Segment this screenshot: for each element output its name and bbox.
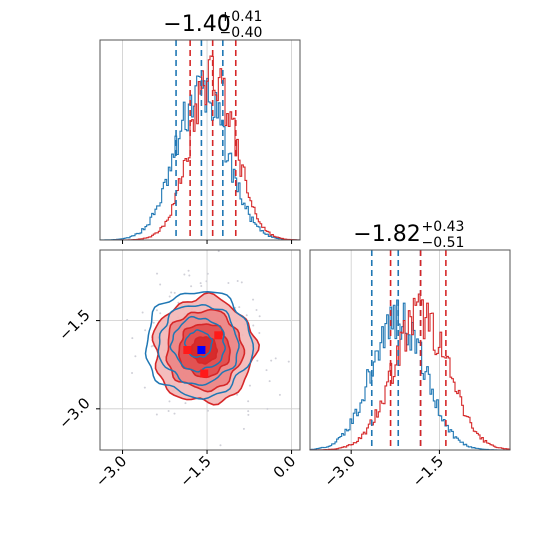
contour-blue <box>144 291 255 400</box>
sample-point <box>247 413 250 416</box>
sample-point <box>131 371 134 374</box>
sample-point <box>256 359 259 362</box>
sample-point <box>274 357 277 360</box>
point-marker <box>183 346 192 354</box>
sample-point <box>240 281 243 284</box>
sample-point <box>159 312 162 315</box>
title-upper-error: +0.41 <box>220 9 263 25</box>
sample-point <box>183 273 186 276</box>
sample-point <box>206 409 209 412</box>
histogram-blue <box>99 75 301 241</box>
sample-point <box>187 269 190 272</box>
sample-point <box>236 279 239 282</box>
sample-point <box>227 281 230 284</box>
sample-point <box>131 337 134 340</box>
histogram-red <box>99 55 301 241</box>
contour-blue <box>183 329 214 358</box>
point-marker <box>197 346 206 354</box>
sample-point <box>287 360 290 363</box>
title-lower-error: −0.51 <box>422 235 465 251</box>
sample-point <box>252 324 255 327</box>
x-tick-label: −1.5 <box>176 452 214 490</box>
sample-point <box>255 308 258 311</box>
axes-frame <box>99 39 301 241</box>
sample-point <box>155 309 158 312</box>
marginal-panel-1 <box>99 39 301 244</box>
axes-frame <box>99 249 301 451</box>
sample-point <box>238 306 241 309</box>
marginal-panel-2: −3.0 −1.5 <box>309 249 511 491</box>
sample-point <box>173 291 176 294</box>
sample-point <box>200 285 203 288</box>
y-tick-label: −3.0 <box>55 394 93 432</box>
sample-point <box>217 250 220 253</box>
sample-point <box>155 413 158 416</box>
title-main: −1.40 <box>163 12 230 37</box>
contour-blue <box>169 315 226 373</box>
sample-point <box>199 282 202 285</box>
x-tick-label: 0.0 <box>270 452 300 482</box>
sample-point <box>247 400 250 403</box>
sample-point <box>270 359 273 362</box>
sample-point <box>126 318 129 321</box>
sample-point <box>159 283 162 286</box>
title-param-1: −1.40 +0.41 −0.40 <box>163 9 262 41</box>
sample-point <box>236 393 239 396</box>
sample-point <box>184 402 187 405</box>
histogram-red <box>309 293 511 451</box>
sample-point <box>152 321 155 324</box>
title-lower-error: −0.40 <box>220 25 263 41</box>
sample-point <box>156 272 159 275</box>
sample-point <box>252 298 255 301</box>
sample-point <box>167 409 170 412</box>
sample-point <box>278 393 281 396</box>
sample-point <box>258 331 261 334</box>
sample-point <box>248 384 251 387</box>
x-tick-label: −3.0 <box>92 452 130 490</box>
sample-point <box>268 380 271 383</box>
x-tick-label: −3.0 <box>321 452 359 490</box>
sample-point <box>173 412 176 415</box>
sample-point <box>170 291 173 294</box>
sample-point <box>190 285 193 288</box>
point-marker <box>214 331 223 340</box>
contour-blue <box>157 304 240 387</box>
sample-point <box>141 311 144 314</box>
sample-point <box>265 369 268 372</box>
sample-point <box>205 280 208 283</box>
histogram-blue <box>309 299 511 451</box>
point-marker <box>200 369 209 378</box>
sample-point <box>168 295 171 298</box>
sample-point <box>242 427 245 430</box>
y-tick-label: −1.5 <box>55 306 93 344</box>
sample-point <box>245 314 248 317</box>
sample-point <box>134 355 137 358</box>
sample-point <box>188 274 191 277</box>
sample-point <box>266 407 269 410</box>
title-param-2: −1.82 +0.43 −0.51 <box>353 219 464 251</box>
sample-point <box>168 400 171 403</box>
sample-point <box>247 410 250 413</box>
sample-point <box>144 329 147 332</box>
sample-point <box>143 386 146 389</box>
sample-point <box>219 444 222 447</box>
title-main: −1.82 <box>353 222 420 247</box>
joint-panel: −3.0 −1.5 0.0 −1.5 −3.0 <box>55 249 301 491</box>
sample-point <box>206 272 209 275</box>
axes-frame <box>309 249 511 451</box>
x-tick-label: −1.5 <box>409 452 447 490</box>
sample-point <box>258 315 261 318</box>
title-upper-error: +0.43 <box>422 219 465 235</box>
